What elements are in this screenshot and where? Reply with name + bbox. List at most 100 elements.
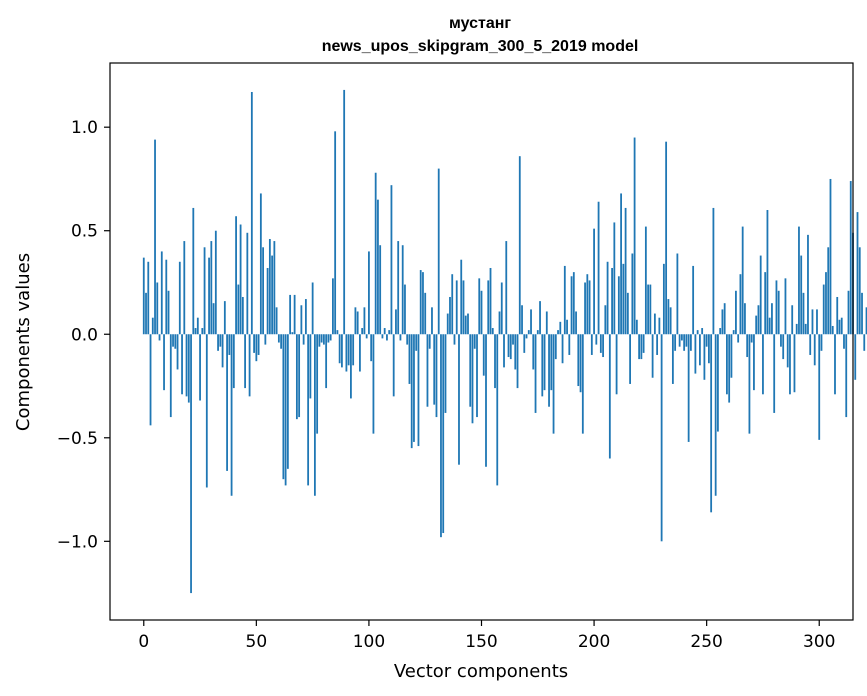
bar-component-4 xyxy=(151,317,154,335)
bar-component-316 xyxy=(854,334,857,380)
bar-component-203 xyxy=(599,334,602,353)
bar-component-20 xyxy=(187,334,190,403)
bar-component-91 xyxy=(347,334,350,366)
bar-component-244 xyxy=(692,265,695,335)
bar-component-209 xyxy=(613,222,616,335)
bar-component-251 xyxy=(708,334,710,364)
bar-component-98 xyxy=(363,307,366,335)
plot-area-frame xyxy=(109,62,854,621)
bar-component-147 xyxy=(473,334,476,349)
bar-component-105 xyxy=(379,245,382,335)
bar-component-40 xyxy=(232,334,235,389)
bar-component-320 xyxy=(863,334,866,351)
bar-component-195 xyxy=(581,334,584,434)
y-tick-label-4: 1.0 xyxy=(71,118,98,138)
bar-component-81 xyxy=(325,334,328,389)
bar-component-148 xyxy=(476,334,478,418)
bar-component-1 xyxy=(145,292,147,335)
bar-component-90 xyxy=(345,334,348,372)
bar-component-43 xyxy=(239,224,242,335)
bar-component-146 xyxy=(471,334,474,424)
bar-component-223 xyxy=(644,226,647,335)
bar-component-318 xyxy=(858,247,861,335)
bar-component-171 xyxy=(527,330,530,335)
bar-component-61 xyxy=(280,334,283,349)
bar-component-85 xyxy=(334,131,337,335)
bar-component-174 xyxy=(534,334,537,413)
bar-component-93 xyxy=(352,334,355,366)
bar-component-216 xyxy=(629,334,631,384)
bar-component-46 xyxy=(246,232,249,335)
bar-component-290 xyxy=(795,323,798,335)
bar-component-17 xyxy=(181,334,183,395)
bar-component-96 xyxy=(359,334,361,372)
bar-component-129 xyxy=(433,334,436,405)
bar-component-68 xyxy=(295,334,298,420)
bar-component-144 xyxy=(467,313,469,335)
bar-component-238 xyxy=(678,334,681,347)
bar-component-296 xyxy=(809,334,812,355)
bar-component-254 xyxy=(714,334,717,496)
bar-component-314 xyxy=(849,181,852,335)
bar-component-100 xyxy=(368,251,370,335)
bar-component-15 xyxy=(176,334,179,370)
bar-component-170 xyxy=(525,334,528,339)
bar-component-159 xyxy=(500,282,503,335)
bar-component-207 xyxy=(608,334,611,459)
bar-component-119 xyxy=(410,334,413,449)
bar-component-138 xyxy=(453,334,456,345)
bar-component-248 xyxy=(701,328,704,335)
bar-component-75 xyxy=(311,282,314,335)
bar-component-104 xyxy=(377,199,379,335)
bar-component-302 xyxy=(822,284,825,335)
y-tick-label-3: 0.5 xyxy=(71,222,98,242)
bar-component-297 xyxy=(811,309,814,335)
bar-component-246 xyxy=(696,330,699,335)
bar-component-6 xyxy=(156,282,159,335)
bar-component-72 xyxy=(304,299,307,335)
bar-component-128 xyxy=(431,307,433,335)
bar-component-253 xyxy=(712,207,715,335)
bar-component-149 xyxy=(478,278,481,335)
bar-component-262 xyxy=(732,330,735,335)
bar-component-34 xyxy=(219,334,222,347)
bar-component-77 xyxy=(316,334,319,434)
bar-component-292 xyxy=(800,255,803,335)
bar-component-101 xyxy=(370,334,373,362)
bar-component-79 xyxy=(320,334,323,343)
bar-component-175 xyxy=(536,330,539,335)
bar-component-184 xyxy=(557,330,559,335)
bar-component-280 xyxy=(773,334,776,413)
bar-component-249 xyxy=(703,334,706,380)
bar-component-277 xyxy=(766,210,769,335)
bar-component-281 xyxy=(775,280,778,335)
bar-component-12 xyxy=(169,334,172,418)
bar-component-291 xyxy=(798,226,800,335)
bar-component-303 xyxy=(825,272,827,335)
y-tick-label-0: −1.0 xyxy=(57,532,98,552)
bar-component-42 xyxy=(237,284,240,335)
bar-component-126 xyxy=(426,334,429,407)
bar-component-57 xyxy=(271,255,274,335)
bar-component-289 xyxy=(793,334,796,393)
bar-component-107 xyxy=(383,328,386,335)
bar-component-25 xyxy=(199,334,201,401)
bar-component-163 xyxy=(509,334,512,360)
bar-component-115 xyxy=(401,245,404,335)
bar-component-311 xyxy=(843,334,845,349)
bar-component-89 xyxy=(343,89,346,335)
bar-component-82 xyxy=(327,334,330,343)
bar-component-62 xyxy=(282,334,285,480)
bar-component-250 xyxy=(705,334,708,347)
bar-component-198 xyxy=(588,280,591,335)
bar-component-218 xyxy=(633,137,636,335)
bar-component-32 xyxy=(214,230,217,335)
bar-component-179 xyxy=(545,311,548,335)
bar-component-321 xyxy=(865,307,867,335)
bar-component-51 xyxy=(257,334,260,355)
bar-component-78 xyxy=(318,334,321,347)
bar-component-201 xyxy=(595,334,598,345)
bar-component-239 xyxy=(680,334,683,341)
bar-component-255 xyxy=(717,334,719,432)
bar-component-106 xyxy=(381,334,384,339)
